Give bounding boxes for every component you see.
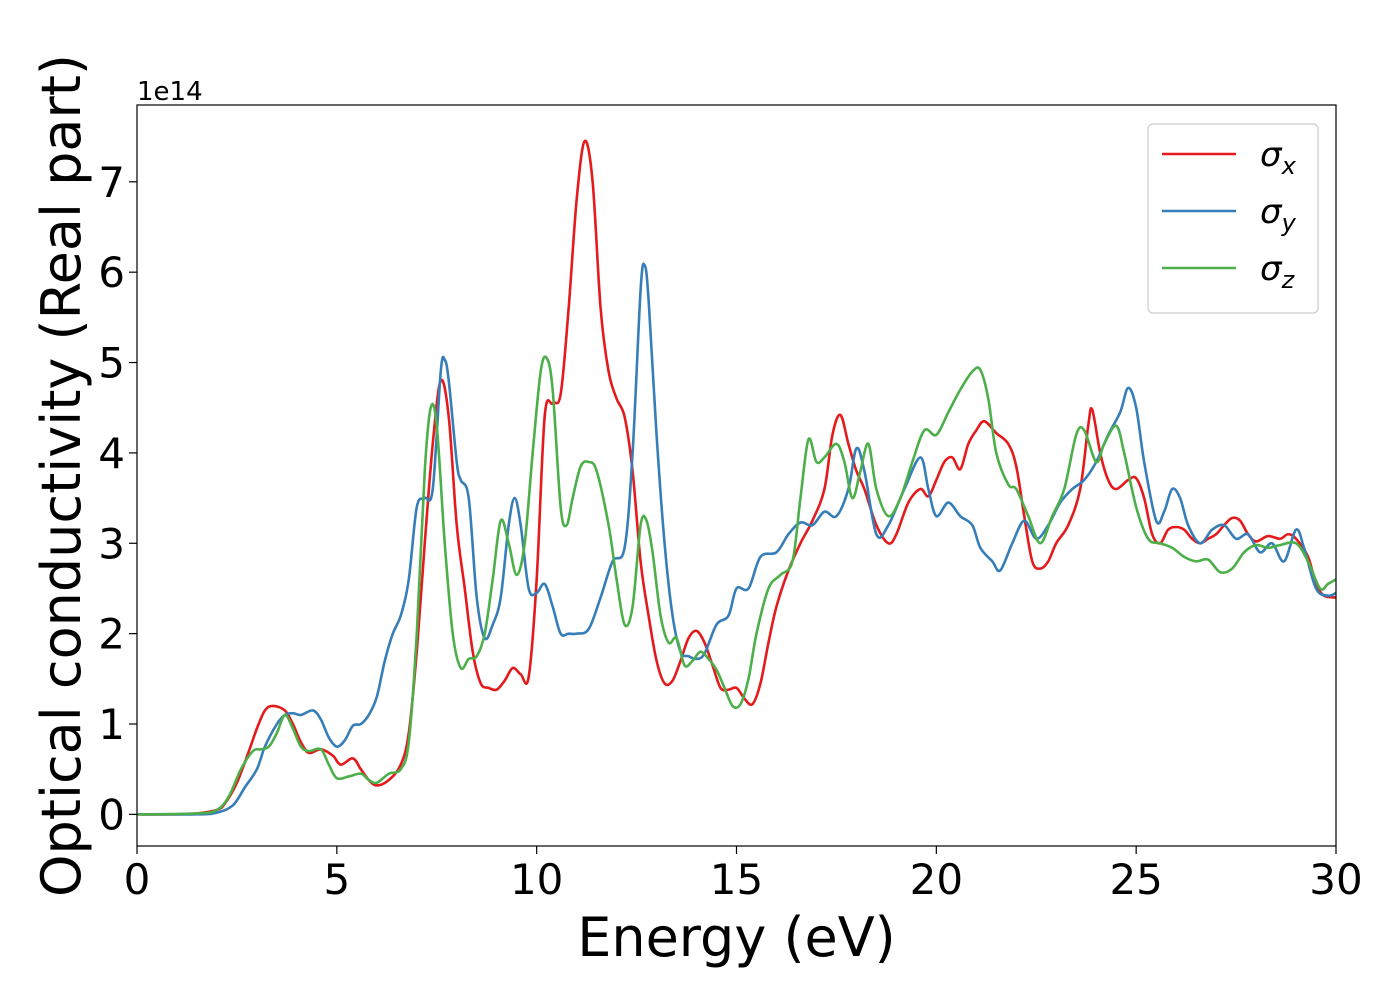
y-offset-text: 1e14 <box>137 77 203 107</box>
x-tick-label: 10 <box>510 855 563 904</box>
y-axis: 0 1 2 3 4 5 6 7 <box>98 158 137 839</box>
x-tick-label: 15 <box>710 855 763 904</box>
legend-label-x: σx <box>1260 135 1297 180</box>
legend-label-y: σy <box>1260 192 1297 237</box>
x-tick-label: 30 <box>1309 855 1362 904</box>
y-tick-label: 0 <box>98 790 125 839</box>
x-tick-label: 20 <box>910 855 963 904</box>
y-tick-label: 2 <box>98 610 125 659</box>
y-tick-label: 1 <box>98 700 125 749</box>
x-tick-label: 25 <box>1109 855 1162 904</box>
y-tick-label: 5 <box>98 339 125 388</box>
y-axis-label: Optical conductivity (Real part) <box>30 54 93 897</box>
x-tick-label: 5 <box>323 855 350 904</box>
legend: σx σy σz <box>1147 123 1319 314</box>
y-tick-label: 4 <box>98 429 125 478</box>
x-axis: 0 5 10 15 20 25 30 <box>124 846 1363 904</box>
legend-label-z: σz <box>1260 249 1296 294</box>
series-line-z <box>137 355 1336 816</box>
y-tick-label: 7 <box>98 158 125 207</box>
legend-box <box>1147 123 1319 314</box>
y-tick-label: 3 <box>98 519 125 568</box>
series-line-x <box>137 139 1336 816</box>
x-tick-label: 0 <box>124 855 151 904</box>
y-tick-label: 6 <box>98 248 125 297</box>
x-axis-label: Energy (eV) <box>577 906 896 969</box>
series-layer <box>137 139 1336 816</box>
